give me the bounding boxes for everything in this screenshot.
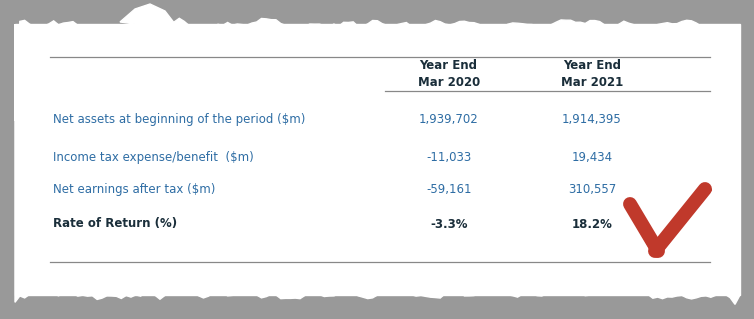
Text: 19,434: 19,434 xyxy=(572,151,612,164)
Text: Rate of Return (%): Rate of Return (%) xyxy=(53,218,177,231)
Polygon shape xyxy=(651,184,712,257)
Polygon shape xyxy=(15,24,740,295)
Text: 310,557: 310,557 xyxy=(568,182,616,196)
Text: 1,939,702: 1,939,702 xyxy=(418,113,479,125)
Polygon shape xyxy=(120,4,175,24)
Text: 1,914,395: 1,914,395 xyxy=(562,113,622,125)
Text: -3.3%: -3.3% xyxy=(430,218,467,231)
Polygon shape xyxy=(15,18,740,304)
Text: 18.2%: 18.2% xyxy=(572,218,612,231)
Text: -11,033: -11,033 xyxy=(426,151,471,164)
Text: Year End
Mar 2020: Year End Mar 2020 xyxy=(418,59,480,89)
Polygon shape xyxy=(626,202,662,256)
Text: Year End
Mar 2021: Year End Mar 2021 xyxy=(561,59,623,89)
Text: -59,161: -59,161 xyxy=(426,182,471,196)
Text: Income tax expense/benefit  ($m): Income tax expense/benefit ($m) xyxy=(53,151,253,164)
Text: Net earnings after tax ($m): Net earnings after tax ($m) xyxy=(53,182,215,196)
Text: Net assets at beginning of the period ($m): Net assets at beginning of the period ($… xyxy=(53,113,305,125)
